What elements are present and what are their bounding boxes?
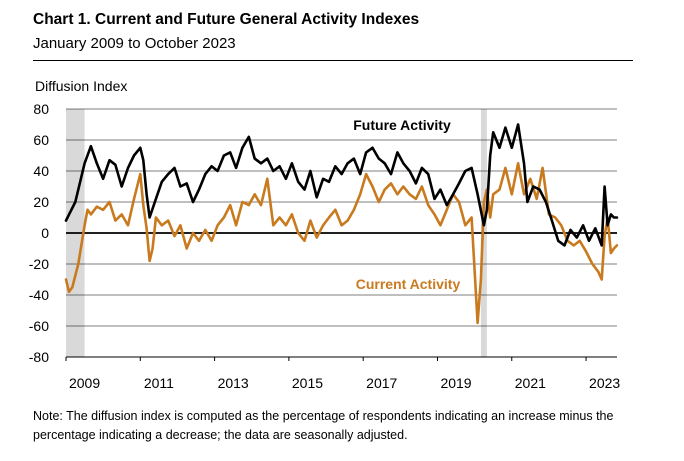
y-tick-label: -60 [29, 318, 49, 334]
x-tick-label: 2013 [218, 375, 249, 391]
future-activity-label: Future Activity [353, 117, 451, 133]
y-tick-label: 0 [41, 225, 49, 241]
x-tick-label: 2015 [292, 375, 323, 391]
y-tick-label: 80 [33, 101, 49, 117]
chart-subtitle: January 2009 to October 2023 [33, 35, 236, 52]
activity-index-chart: -80 -60 -40 -20 0 20 40 60 80 2009 2011 2013 2015 201… [29, 78, 621, 391]
current-activity-label: Current Activity [356, 276, 461, 292]
x-tick-label: 2009 [69, 375, 100, 391]
chart-labels: Diffusion Index Future Activity Current Ac… [35, 78, 460, 292]
chart-title: Chart 1. Current and Future General Acti… [33, 11, 420, 28]
x-tick-label: 2011 [144, 375, 174, 391]
y-tick-label: 40 [33, 163, 49, 179]
y-tick-label: 60 [33, 132, 49, 148]
series-lines [64, 123, 619, 325]
axes: -80 -60 -40 -20 0 20 40 60 80 2009 2011 2013 2015 201… [29, 101, 621, 391]
y-tick-label: -20 [29, 256, 49, 272]
x-tick-label: 2023 [589, 375, 620, 391]
y-tick-label: -80 [29, 349, 49, 365]
x-tick-label: 2019 [440, 375, 471, 391]
footnote: Note: The diffusion index is computed as… [33, 409, 614, 442]
y-axis-label: Diffusion Index [35, 78, 127, 94]
x-tick-label: 2021 [515, 375, 546, 391]
x-tick-label: 2017 [366, 375, 397, 391]
future-activity-line [64, 123, 619, 247]
title-divider [33, 60, 633, 61]
y-tick-label: 20 [33, 194, 49, 210]
gridlines [66, 108, 617, 358]
y-tick-label: -40 [29, 287, 49, 303]
